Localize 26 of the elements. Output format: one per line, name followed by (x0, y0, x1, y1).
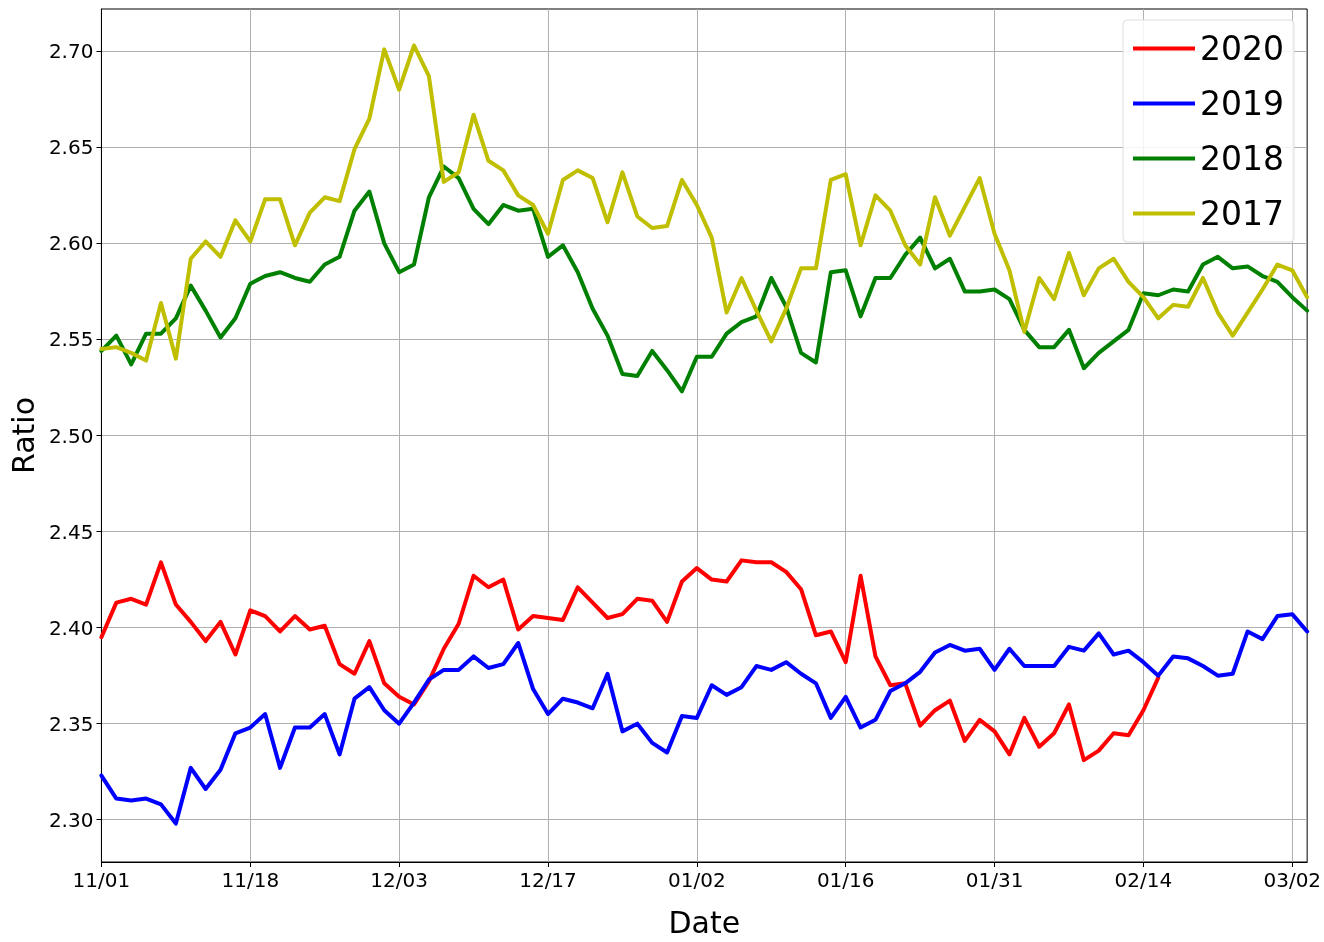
x-tick-label: 12/17 (519, 868, 577, 892)
y-tick-label: 2.45 (48, 519, 94, 544)
legend-label: 2020 (1200, 29, 1284, 68)
y-tick-label: 2.30 (48, 807, 94, 832)
y-tick-label: 2.70 (48, 39, 94, 64)
y-tick-label: 2.60 (48, 231, 94, 256)
y-tick-label: 2.65 (48, 135, 94, 160)
x-axis-title: Date (668, 904, 741, 940)
y-tick-label: 2.50 (48, 423, 94, 448)
legend-label: 2018 (1200, 139, 1284, 178)
y-tick-label: 2.40 (48, 615, 94, 640)
y-axis-title: Ratio (5, 396, 41, 475)
y-tick-label: 2.55 (48, 327, 94, 352)
line-series (99, 612, 1310, 826)
x-tick-label: 01/02 (668, 868, 726, 892)
x-tick-label: 01/31 (965, 868, 1024, 892)
x-tick-label: 03/02 (1263, 868, 1322, 892)
y-tick-label: 2.35 (48, 711, 94, 736)
legend-label: 2019 (1200, 84, 1284, 123)
x-tick-label: 11/18 (221, 868, 280, 892)
line-series (99, 558, 1161, 763)
x-tick-label: 02/14 (1114, 868, 1173, 892)
x-tick-label: 01/16 (816, 868, 875, 892)
legend-label: 2017 (1200, 194, 1284, 233)
x-tick-label: 11/01 (72, 868, 131, 892)
x-tick-label: 12/03 (370, 868, 428, 892)
